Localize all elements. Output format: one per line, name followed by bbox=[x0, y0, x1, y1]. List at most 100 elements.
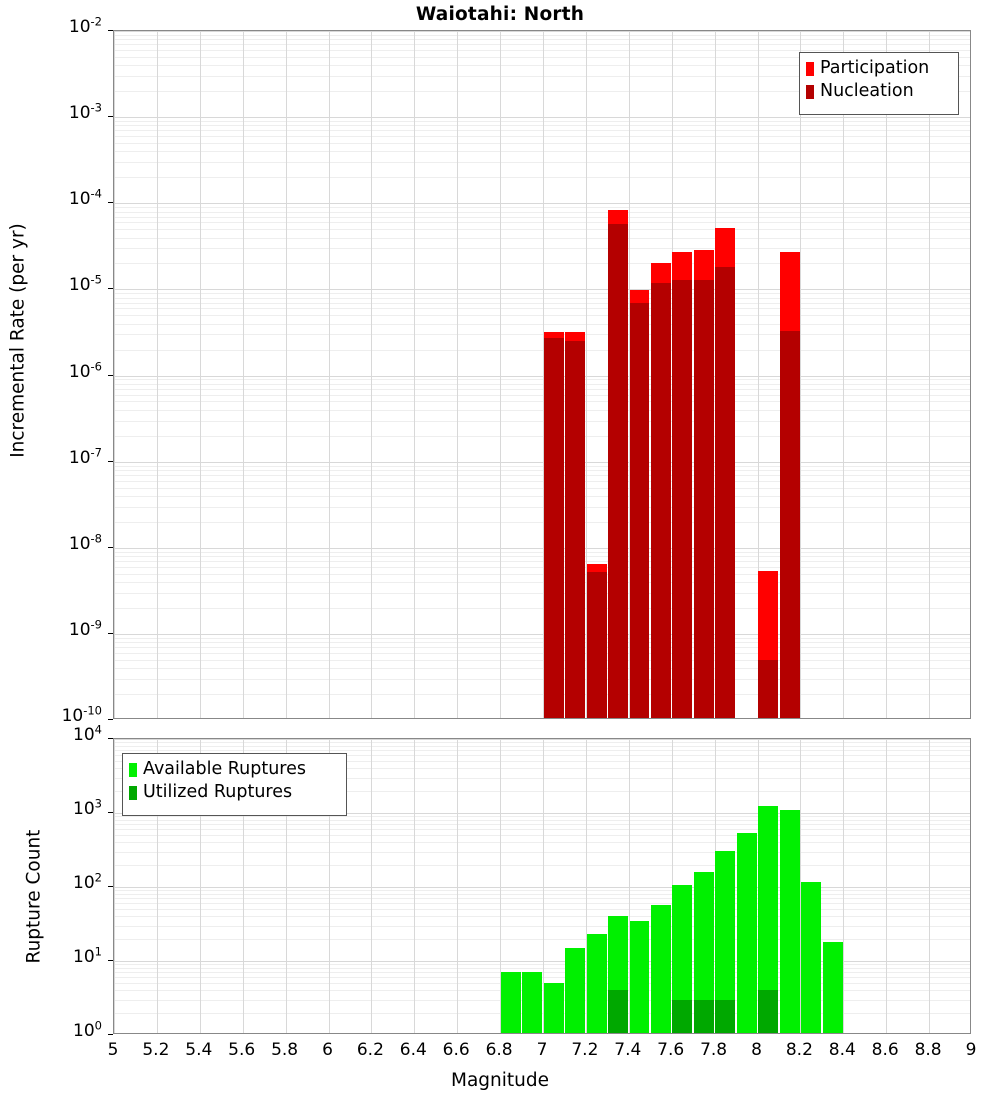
page-title: Waiotahi: North bbox=[415, 4, 585, 25]
gridline-major bbox=[114, 289, 970, 290]
gridline-minor bbox=[114, 890, 970, 891]
y-tick-mark bbox=[108, 719, 113, 720]
gridline-minor bbox=[114, 136, 970, 137]
x-tick-label: 6 bbox=[322, 1040, 333, 1060]
gridline-vertical bbox=[629, 739, 630, 1033]
gridline-minor bbox=[114, 824, 970, 825]
gridline-minor bbox=[114, 91, 970, 92]
legend-rupture-count-item[interactable]: Utilized Ruptures bbox=[129, 781, 339, 804]
x-tick-label: 6.6 bbox=[442, 1040, 470, 1060]
bar-available-ruptures-6.9 bbox=[522, 972, 543, 1033]
bar-available-ruptures-7.7 bbox=[693, 871, 714, 1033]
gridline-minor bbox=[114, 909, 970, 910]
gridline-minor bbox=[114, 653, 970, 654]
gridline-minor bbox=[114, 903, 970, 904]
y-tick-label: 103 bbox=[73, 796, 102, 819]
bar-available-ruptures-7.9 bbox=[736, 833, 757, 1033]
gridline-minor bbox=[114, 638, 970, 639]
gridline-minor bbox=[114, 816, 970, 817]
gridline-vertical bbox=[157, 31, 158, 718]
y-tick-mark bbox=[108, 30, 113, 31]
gridline-vertical bbox=[886, 31, 887, 718]
y-tick-mark bbox=[108, 375, 113, 376]
bar-utilized-ruptures-7.6 bbox=[672, 999, 693, 1033]
gridline-minor bbox=[114, 303, 970, 304]
gridline-minor bbox=[114, 567, 970, 568]
gridline-minor bbox=[114, 121, 970, 122]
legend-label: Utilized Ruptures bbox=[143, 781, 293, 802]
x-tick-label: 8.8 bbox=[914, 1040, 942, 1060]
legend-rupture-count-item[interactable]: Available Ruptures bbox=[129, 758, 339, 781]
legend-incremental-rate: Participation Nucleation bbox=[799, 52, 959, 115]
y-tick-mark bbox=[108, 288, 113, 289]
gridline-minor bbox=[114, 76, 970, 77]
y-tick-mark bbox=[108, 738, 113, 739]
bar-available-ruptures-8.2 bbox=[801, 881, 822, 1033]
gridline-vertical bbox=[800, 31, 801, 718]
gridline-minor bbox=[114, 229, 970, 230]
gridline-minor bbox=[114, 44, 970, 45]
gridline-minor bbox=[114, 470, 970, 471]
gridline-minor bbox=[114, 39, 970, 40]
gridline-minor bbox=[114, 248, 970, 249]
gridline-minor bbox=[114, 207, 970, 208]
legend-label: Nucleation bbox=[820, 80, 914, 101]
bar-nucleation-7.8 bbox=[715, 267, 736, 718]
gridline-minor bbox=[114, 130, 970, 131]
gridline-vertical bbox=[114, 31, 115, 718]
y-axis-label-bottom: Rupture Count bbox=[23, 829, 45, 964]
legend-incremental-rate-item[interactable]: Participation bbox=[806, 57, 951, 80]
y-tick-label: 100 bbox=[73, 1018, 102, 1041]
gridline-vertical bbox=[629, 31, 630, 718]
y-tick-mark bbox=[108, 547, 113, 548]
gridline-vertical bbox=[457, 739, 458, 1033]
gridline-vertical bbox=[200, 31, 201, 718]
y-tick-label: 10-6 bbox=[68, 358, 102, 382]
gridline-minor bbox=[114, 308, 970, 309]
y-tick-mark bbox=[108, 1034, 113, 1035]
x-tick-label: 8.4 bbox=[828, 1040, 856, 1060]
gridline-minor bbox=[114, 217, 970, 218]
legend-rupture-count: Available Ruptures Utilized Ruptures bbox=[122, 753, 347, 816]
y-tick-mark bbox=[108, 812, 113, 813]
x-tick-label: 6.2 bbox=[356, 1040, 384, 1060]
x-tick-label: 5.2 bbox=[142, 1040, 170, 1060]
gridline-minor bbox=[114, 151, 970, 152]
gridline-vertical bbox=[500, 31, 501, 718]
y-tick-label: 10-5 bbox=[68, 272, 102, 296]
gridline-vertical bbox=[886, 739, 887, 1033]
bar-available-ruptures-8.1 bbox=[779, 809, 800, 1033]
gridline-minor bbox=[114, 50, 970, 51]
legend-incremental-rate-item[interactable]: Nucleation bbox=[806, 80, 951, 103]
gridline-vertical bbox=[414, 739, 415, 1033]
gridline-minor bbox=[114, 466, 970, 467]
x-tick-label: 5.8 bbox=[271, 1040, 299, 1060]
gridline-minor bbox=[114, 496, 970, 497]
gridline-minor bbox=[114, 755, 970, 756]
gridline-major bbox=[114, 376, 970, 377]
gridline-minor bbox=[114, 263, 970, 264]
bar-available-ruptures-7.5 bbox=[651, 905, 671, 1033]
bar-utilized-ruptures-7.3 bbox=[608, 990, 629, 1033]
x-tick-label: 5 bbox=[107, 1040, 119, 1060]
gridline-vertical bbox=[286, 31, 287, 718]
gridline-vertical bbox=[286, 739, 287, 1033]
gridline-minor bbox=[114, 742, 970, 743]
gridline-vertical bbox=[543, 31, 544, 718]
gridline-minor bbox=[114, 222, 970, 223]
y-tick-label: 10-2 bbox=[68, 14, 102, 37]
legend-label: Available Ruptures bbox=[143, 758, 306, 779]
gridline-minor bbox=[114, 395, 970, 396]
gridline-vertical bbox=[843, 31, 844, 718]
gridline-minor bbox=[114, 298, 970, 299]
gridline-minor bbox=[114, 57, 970, 58]
legend-swatch-icon bbox=[129, 785, 137, 800]
gridline-minor bbox=[114, 324, 970, 325]
gridline-minor bbox=[114, 143, 970, 144]
bar-utilized-ruptures-8 bbox=[758, 990, 779, 1033]
gridline-minor bbox=[114, 212, 970, 213]
legend-swatch-icon bbox=[129, 762, 137, 777]
gridline-minor bbox=[114, 668, 970, 669]
bar-nucleation-7 bbox=[543, 338, 564, 718]
bar-available-ruptures-7.1 bbox=[565, 947, 586, 1033]
